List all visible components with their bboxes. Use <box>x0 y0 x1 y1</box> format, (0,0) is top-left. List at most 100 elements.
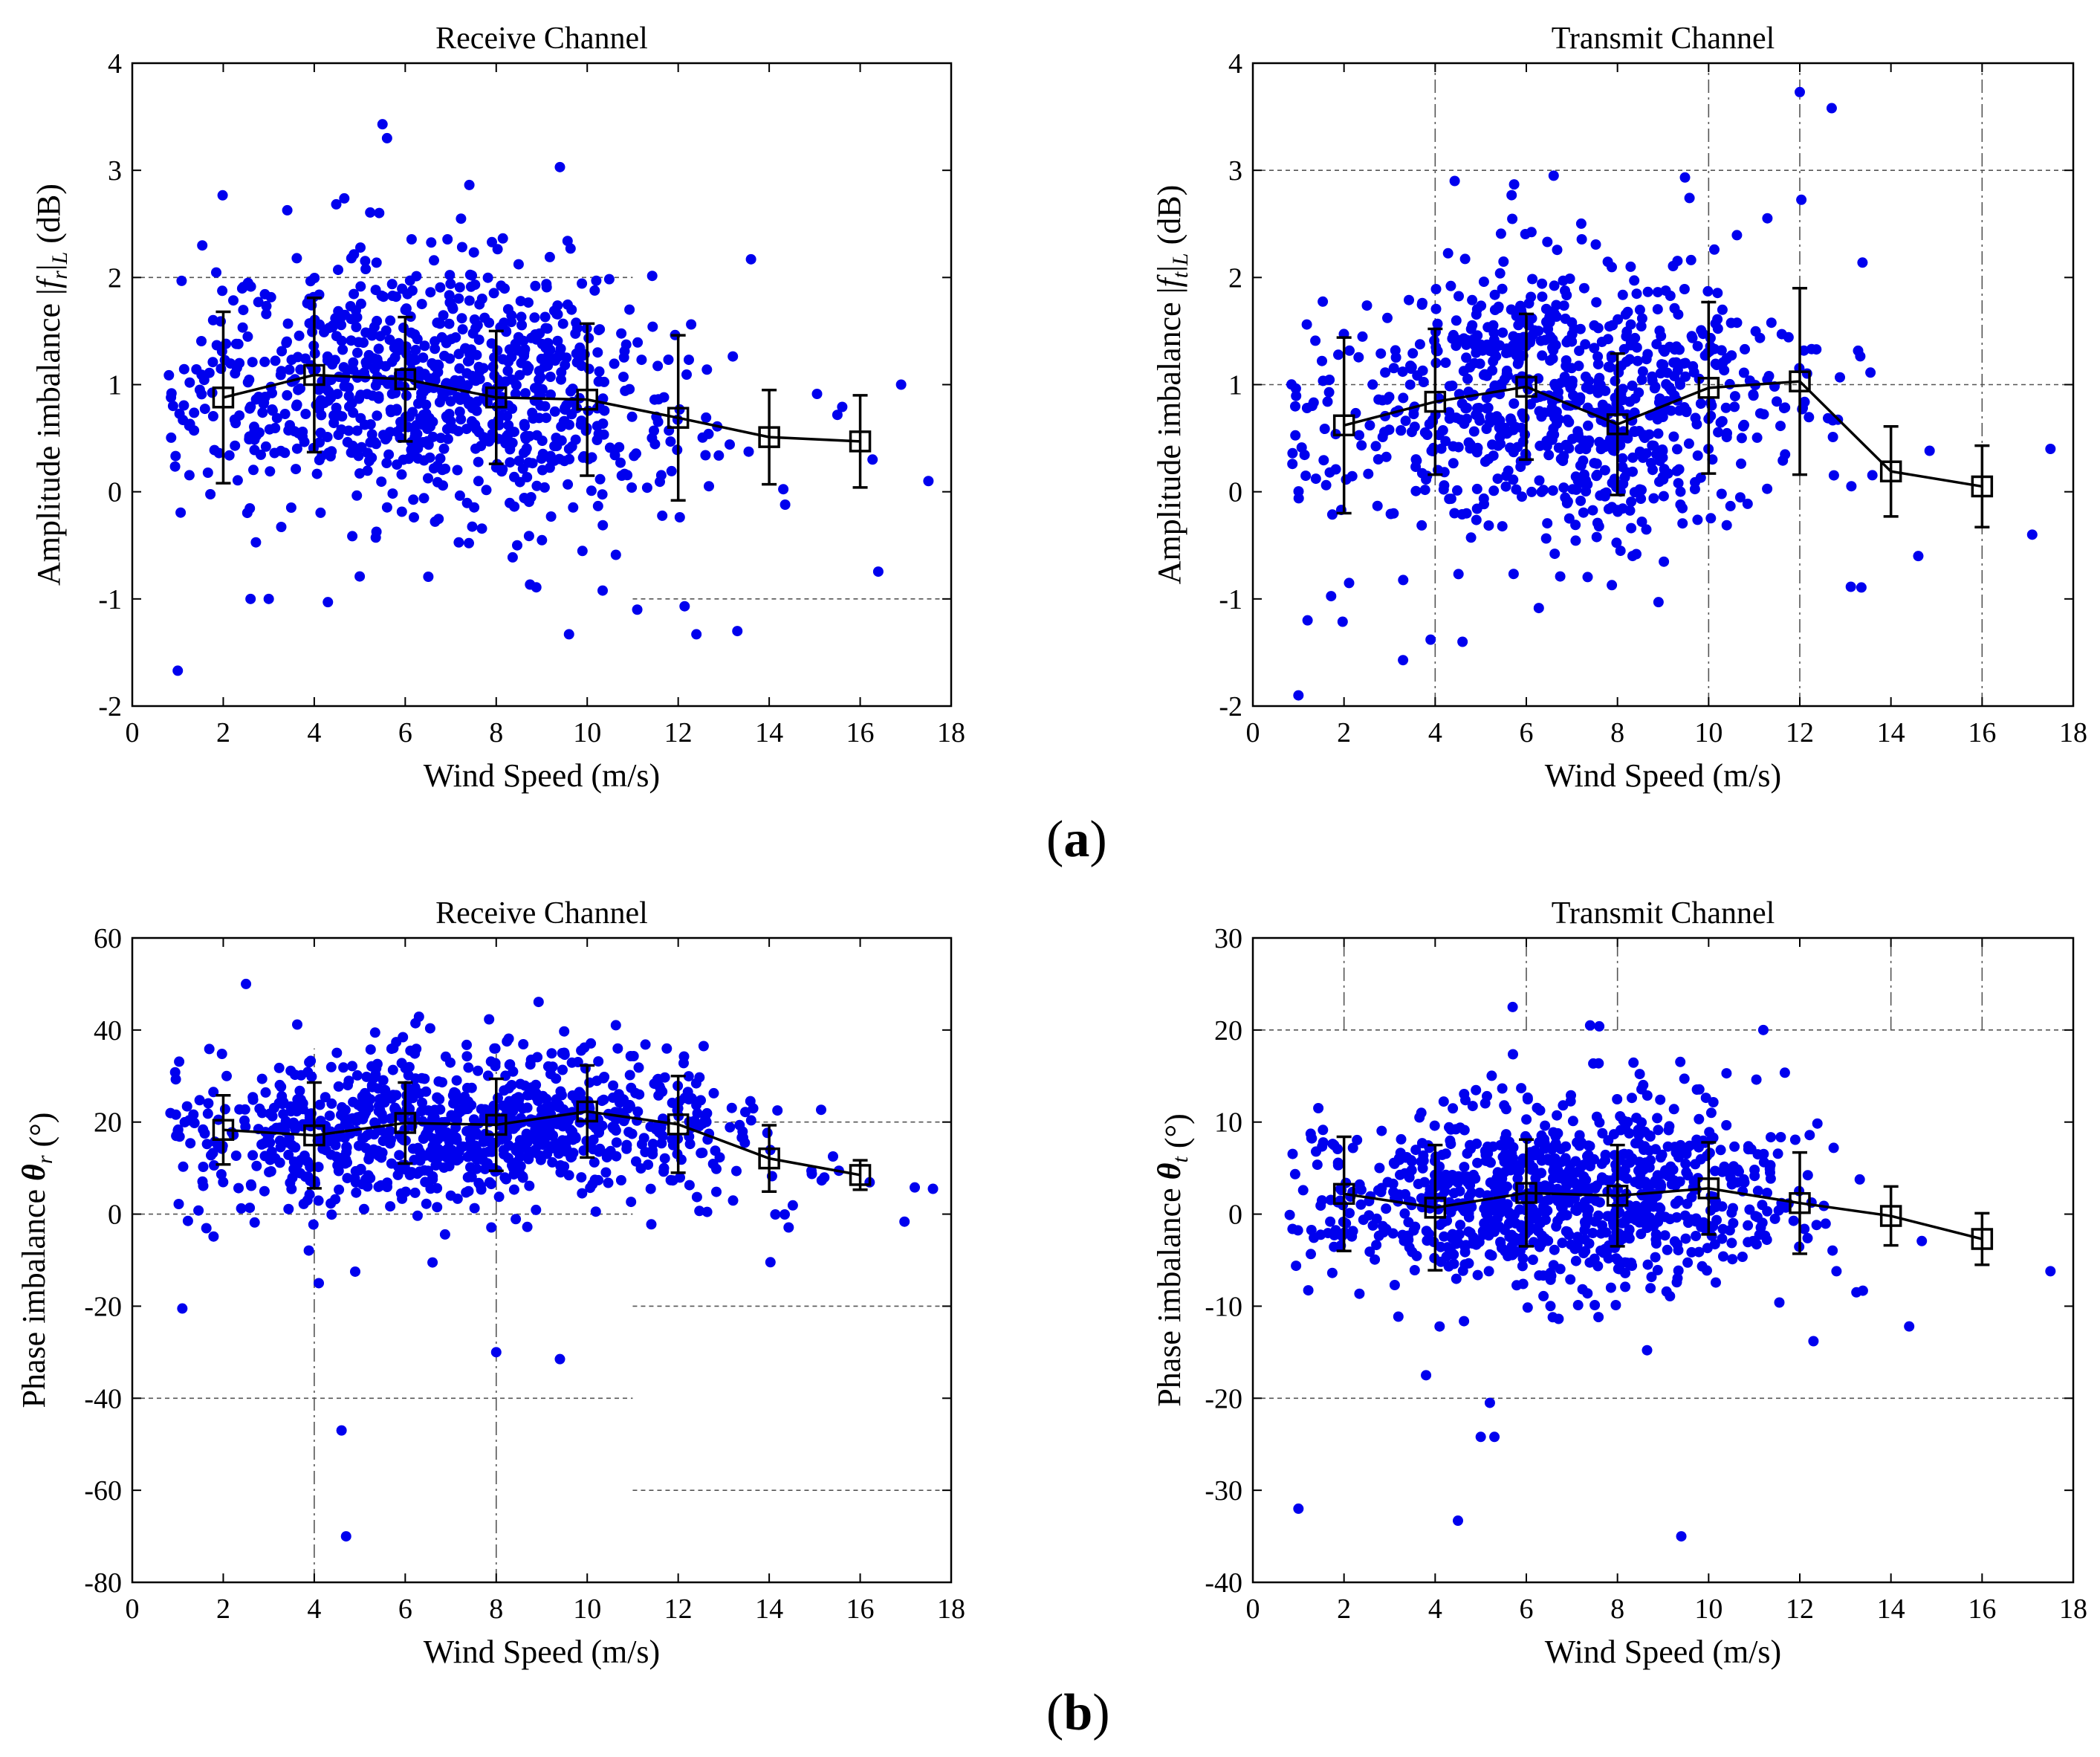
data-point <box>631 1156 641 1167</box>
data-point <box>638 1133 649 1144</box>
data-point <box>1749 1171 1760 1182</box>
data-point-outlier <box>323 597 334 608</box>
data-point <box>535 1154 546 1165</box>
data-point <box>516 320 528 331</box>
data-point <box>567 1090 578 1101</box>
data-point <box>703 428 714 439</box>
data-point <box>205 489 216 499</box>
data-point <box>1465 362 1476 373</box>
data-point <box>1310 335 1321 346</box>
data-point <box>326 1209 337 1220</box>
data-point <box>323 323 334 334</box>
data-point <box>355 242 366 253</box>
data-point <box>451 1155 462 1166</box>
data-point <box>1418 377 1429 387</box>
chart-title: Receive Channel <box>435 896 648 931</box>
data-point <box>1717 1166 1728 1177</box>
data-point <box>256 1107 268 1119</box>
data-point <box>1499 1203 1510 1214</box>
data-point <box>1595 1228 1607 1239</box>
data-point <box>1653 397 1665 408</box>
data-point <box>1521 1114 1532 1125</box>
data-point <box>245 401 256 412</box>
data-point <box>1527 1255 1538 1265</box>
data-point <box>748 1103 759 1114</box>
data-point <box>207 1148 218 1159</box>
data-point <box>1629 275 1640 286</box>
data-point <box>1537 350 1548 361</box>
data-point <box>358 1132 369 1143</box>
data-point <box>503 1033 514 1044</box>
data-point <box>1680 1233 1691 1244</box>
data-point <box>1597 1220 1607 1231</box>
data-point <box>1578 282 1589 294</box>
data-point <box>452 465 463 476</box>
mean-marker <box>212 386 235 409</box>
data-point <box>1734 492 1746 503</box>
data-point <box>439 1229 450 1240</box>
data-point <box>1290 383 1301 394</box>
data-point <box>386 279 398 290</box>
data-point-outlier <box>1489 1431 1500 1443</box>
data-point <box>1448 1188 1459 1199</box>
data-point <box>291 253 302 264</box>
data-point-outlier <box>377 119 388 130</box>
data-point <box>1502 1181 1512 1192</box>
data-point <box>1483 520 1494 531</box>
data-point-outlier <box>691 629 702 640</box>
data-point <box>597 520 609 531</box>
data-point <box>279 447 291 459</box>
data-point <box>1717 1233 1728 1244</box>
data-point <box>502 366 513 376</box>
data-point <box>325 1061 337 1072</box>
data-point <box>576 415 587 427</box>
data-point <box>1512 1173 1523 1184</box>
data-point <box>1494 268 1506 279</box>
data-point <box>1562 1197 1573 1208</box>
data-point <box>189 407 200 418</box>
data-point <box>502 410 513 421</box>
data-point <box>1371 1240 1382 1251</box>
data-point <box>473 456 484 467</box>
data-point <box>1628 1057 1639 1068</box>
data-point <box>352 347 363 358</box>
data-point <box>197 1176 208 1187</box>
data-point <box>1384 392 1395 403</box>
data-point <box>1823 412 1833 424</box>
data-point <box>1467 1101 1478 1112</box>
data-point-outlier <box>927 1183 939 1194</box>
data-point <box>412 334 423 345</box>
data-point <box>1672 1272 1683 1284</box>
data-point <box>1555 378 1566 389</box>
data-point <box>326 1098 337 1109</box>
data-point <box>207 357 218 368</box>
data-point <box>1432 318 1443 329</box>
data-point <box>1560 492 1571 503</box>
data-point <box>1596 1172 1607 1183</box>
data-point <box>1471 1138 1482 1149</box>
data-point <box>1337 1231 1347 1242</box>
data-point <box>1497 521 1508 532</box>
data-point <box>1396 1133 1407 1145</box>
data-point <box>473 1065 484 1076</box>
data-point <box>1393 1153 1404 1164</box>
chart-title: Transmit Channel <box>1552 896 1775 931</box>
data-point <box>492 244 503 255</box>
panel-label-a: (a) <box>1046 811 1107 868</box>
data-point <box>338 1062 349 1073</box>
data-point <box>421 399 432 410</box>
data-point <box>453 293 464 304</box>
data-point-outlier <box>745 253 756 265</box>
data-point <box>267 404 278 415</box>
data-point <box>1562 414 1573 425</box>
data-point <box>430 1146 441 1157</box>
data-point <box>1493 301 1504 312</box>
data-point <box>454 363 465 374</box>
data-point <box>1449 175 1460 187</box>
y-tick-label: 4 <box>1228 48 1242 80</box>
data-point <box>1648 493 1659 504</box>
data-point <box>453 378 464 389</box>
data-point <box>397 283 408 294</box>
data-point <box>369 363 380 375</box>
data-point <box>1545 331 1556 342</box>
